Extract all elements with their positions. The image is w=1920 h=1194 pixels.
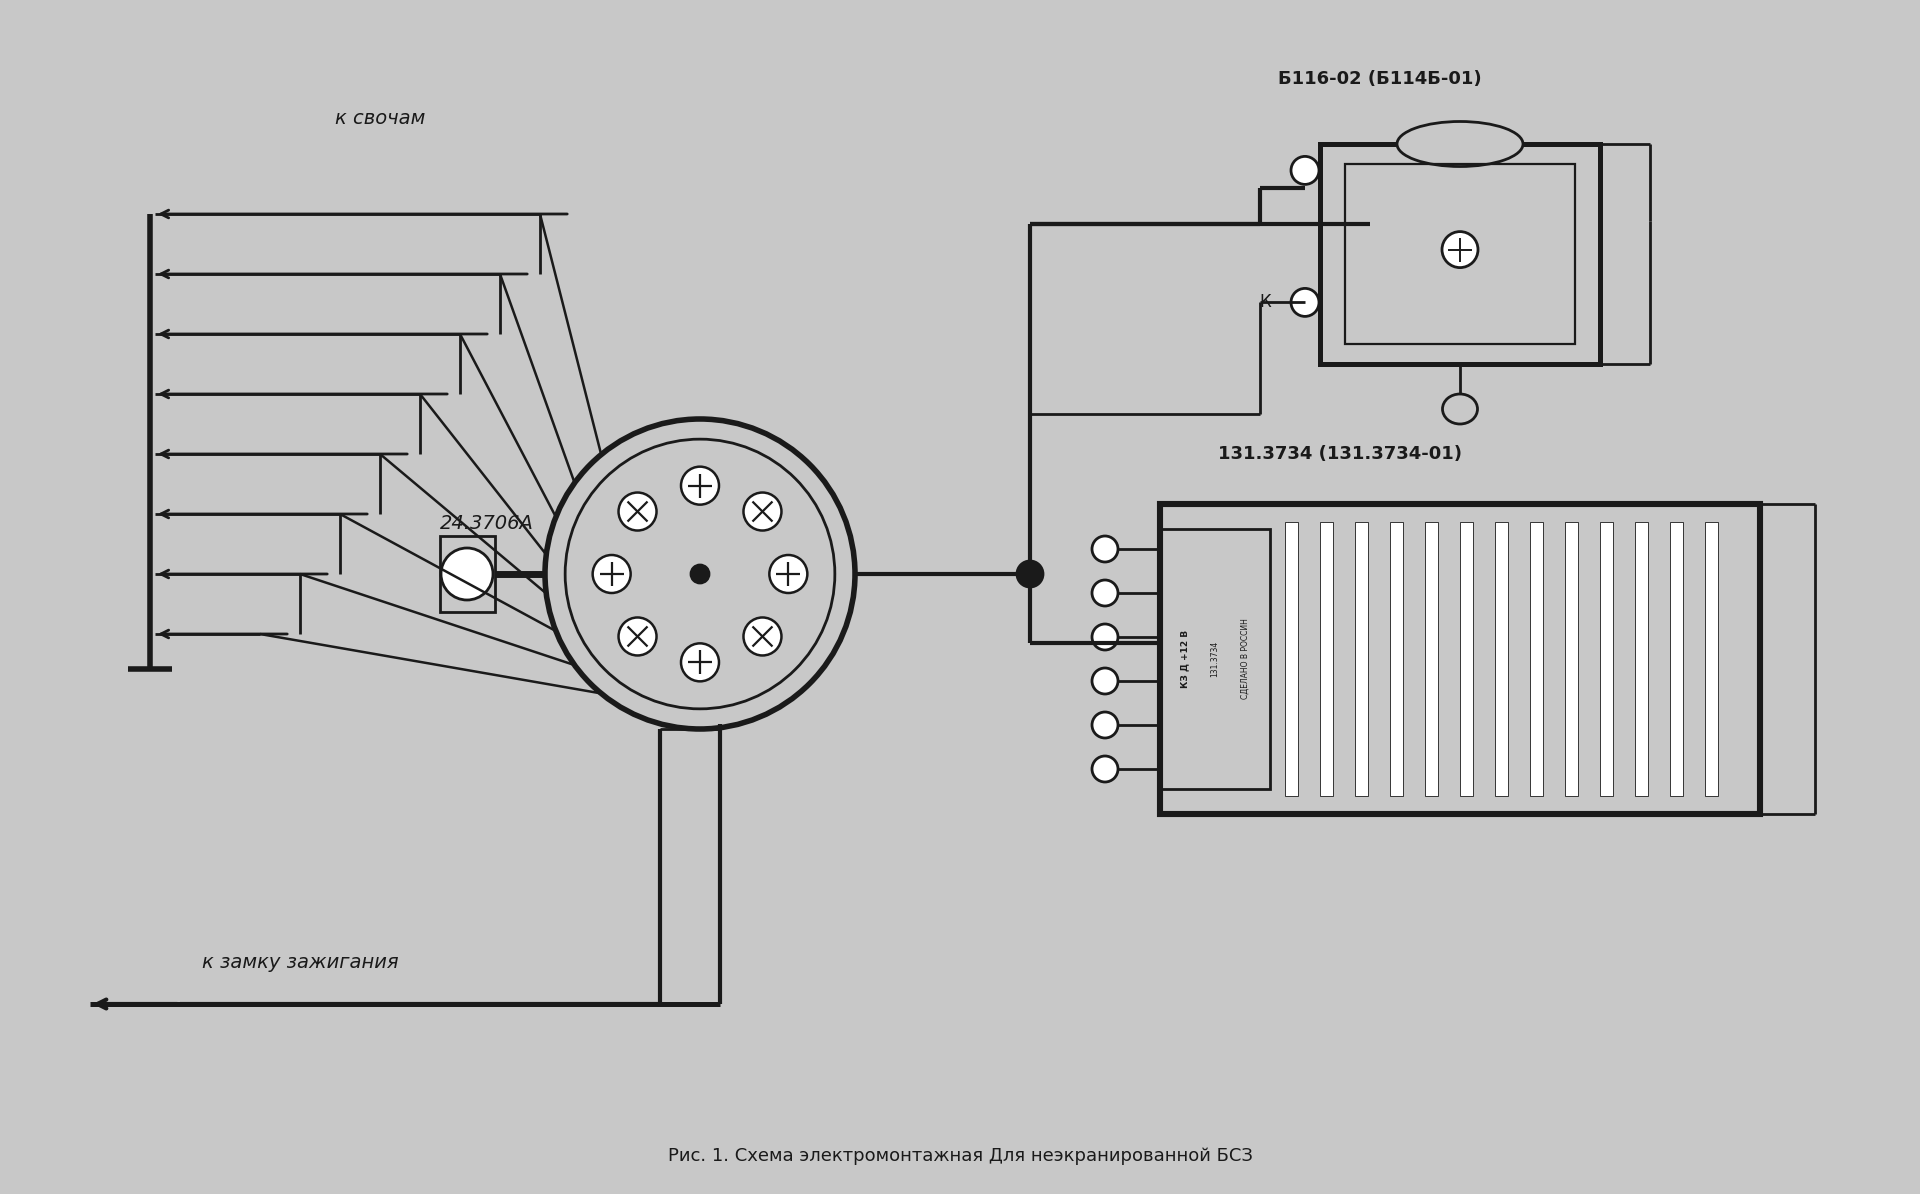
Bar [1160,529,1269,789]
Circle shape [743,617,781,656]
Circle shape [618,617,657,656]
Circle shape [1092,536,1117,562]
Circle shape [682,644,718,682]
Ellipse shape [1398,122,1523,166]
Bar [1636,522,1647,796]
Bar [1390,522,1404,796]
Text: Б116-02 (Б114Б-01): Б116-02 (Б114Б-01) [1279,70,1482,88]
Circle shape [1092,756,1117,782]
Bar [1565,522,1578,796]
Ellipse shape [1442,394,1478,424]
Bar [1670,522,1684,796]
Circle shape [1290,289,1319,316]
Circle shape [1290,156,1319,184]
Circle shape [442,548,493,601]
Bar [1321,144,1599,364]
Text: СДЕЛАНО В РОССИН: СДЕЛАНО В РОССИН [1240,618,1250,700]
Circle shape [1092,580,1117,607]
Circle shape [1018,561,1043,587]
Bar [440,536,495,613]
Bar [1705,522,1718,796]
Bar [1459,522,1473,796]
Text: 131.3734 (131.3734-01): 131.3734 (131.3734-01) [1217,445,1461,463]
Circle shape [1092,624,1117,650]
Bar [1425,522,1438,796]
Bar [1496,522,1507,796]
Bar [1346,164,1574,344]
Bar [1321,522,1332,796]
Bar [1160,504,1761,814]
Circle shape [593,555,630,593]
Bar [1530,522,1544,796]
Text: 131.3734: 131.3734 [1210,641,1219,677]
Text: К: К [1260,294,1271,312]
Circle shape [691,565,708,583]
Circle shape [1092,712,1117,738]
Circle shape [1092,667,1117,694]
Bar [1284,522,1298,796]
Text: Рис. 1. Схема электромонтажная Для неэкранированной БСЗ: Рис. 1. Схема электромонтажная Для неэкр… [668,1147,1252,1165]
Circle shape [770,555,806,593]
Circle shape [682,467,718,505]
Bar [1356,522,1367,796]
Bar [1599,522,1613,796]
Circle shape [618,493,657,530]
Text: 24.3706А: 24.3706А [440,515,534,534]
Text: к замку зажигания: к замку зажигания [202,953,397,972]
Text: КЗ Д +12 В: КЗ Д +12 В [1181,630,1190,688]
Circle shape [743,493,781,530]
Circle shape [1442,232,1478,267]
Text: к свочам: к свочам [334,110,424,129]
